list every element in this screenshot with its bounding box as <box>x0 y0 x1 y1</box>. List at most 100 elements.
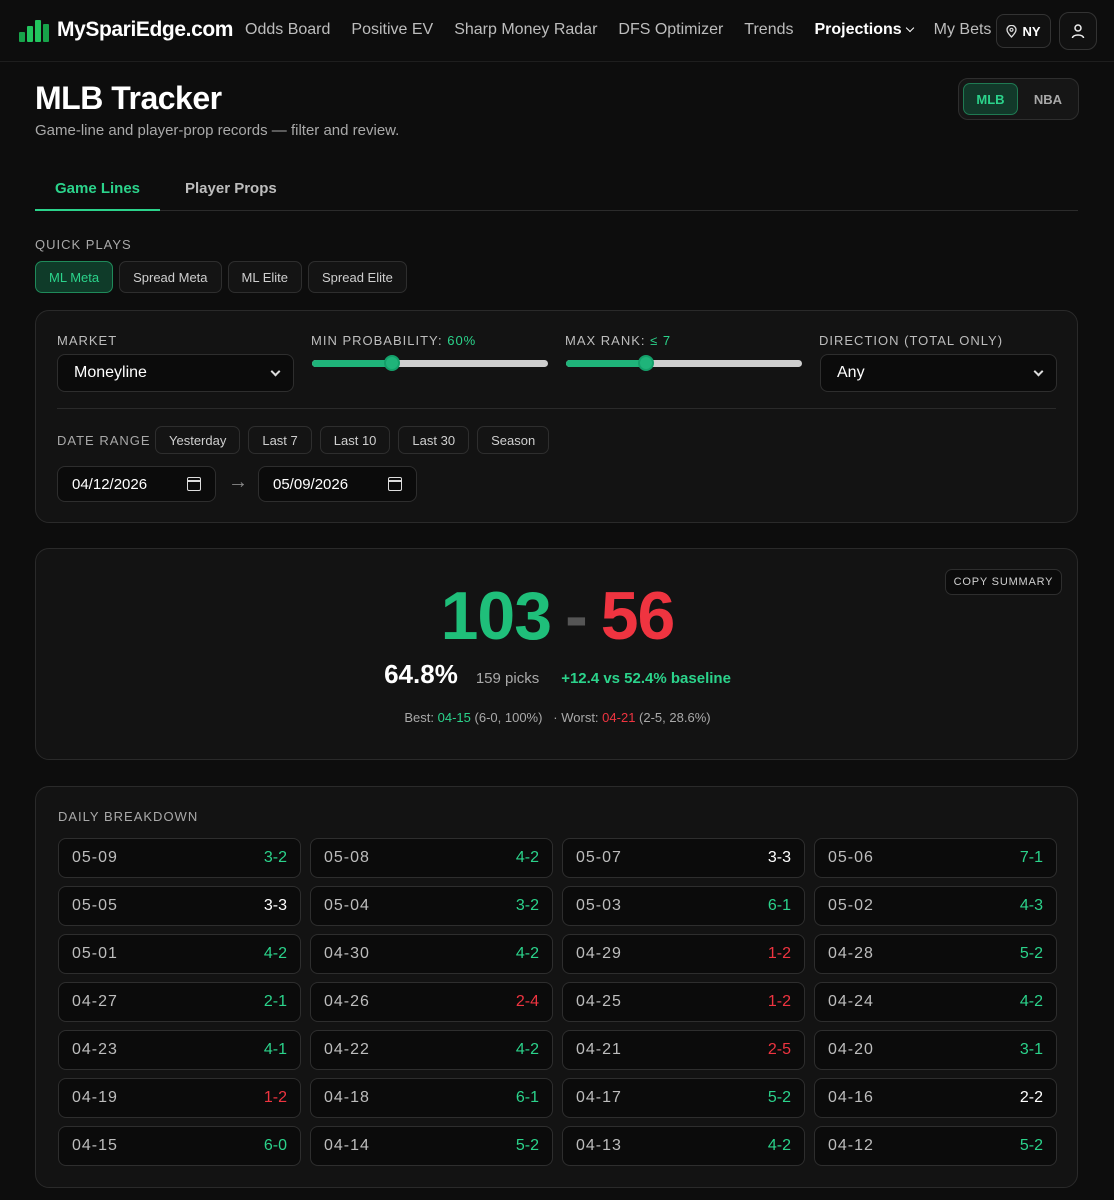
quick-play-ml-meta[interactable]: ML Meta <box>35 261 114 293</box>
nav-sharp-money-radar[interactable]: Sharp Money Radar <box>454 21 598 38</box>
direction-select[interactable]: Any <box>820 354 1057 392</box>
day-record: 5-2 <box>767 1089 791 1106</box>
nav-trends[interactable]: Trends <box>744 21 794 38</box>
max-rank-value: ≤ 7 <box>650 333 672 348</box>
quick-plays-label: QUICK PLAYS <box>35 237 132 252</box>
day-cell[interactable]: 05-03 6-1 <box>562 886 805 926</box>
day-cell[interactable]: 04-25 1-2 <box>562 982 805 1022</box>
day-date: 04-22 <box>324 1041 370 1058</box>
nav-dfs-optimizer[interactable]: DFS Optimizer <box>618 21 724 38</box>
day-cell[interactable]: 04-19 1-2 <box>58 1078 301 1118</box>
start-date-input[interactable]: 04/12/2026 <box>57 466 216 502</box>
record-separator: - <box>565 578 588 654</box>
day-date: 04-23 <box>72 1041 118 1058</box>
preset-last-7[interactable]: Last 7 <box>248 426 312 454</box>
day-record: 3-3 <box>263 897 287 914</box>
min-probability-value: 60% <box>447 333 477 348</box>
sport-mlb-button[interactable]: MLB <box>963 83 1018 115</box>
nav-odds-board[interactable]: Odds Board <box>245 21 331 38</box>
day-date: 04-15 <box>72 1137 118 1154</box>
nav-projections[interactable]: Projections <box>815 21 914 39</box>
sport-nba-button[interactable]: NBA <box>1033 91 1063 107</box>
day-record: 1-2 <box>767 945 791 962</box>
day-date: 05-03 <box>576 897 622 914</box>
day-cell[interactable]: 05-07 3-3 <box>562 838 805 878</box>
day-date: 05-07 <box>576 849 622 866</box>
min-probability-slider[interactable] <box>312 355 548 371</box>
day-cell[interactable]: 04-14 5-2 <box>310 1126 553 1166</box>
day-cell[interactable]: 04-15 6-0 <box>58 1126 301 1166</box>
day-record: 5-2 <box>1019 1137 1043 1154</box>
day-date: 04-26 <box>324 993 370 1010</box>
tab-game-lines[interactable]: Game Lines <box>35 168 160 211</box>
day-cell[interactable]: 05-09 3-2 <box>58 838 301 878</box>
day-cell[interactable]: 04-29 1-2 <box>562 934 805 974</box>
day-date: 04-13 <box>576 1137 622 1154</box>
day-date: 04-28 <box>828 945 874 962</box>
day-cell[interactable]: 05-08 4-2 <box>310 838 553 878</box>
chevron-down-icon <box>1033 366 1044 377</box>
max-rank-slider[interactable] <box>566 355 802 371</box>
day-cell[interactable]: 04-22 4-2 <box>310 1030 553 1070</box>
day-record: 3-2 <box>515 897 539 914</box>
losses-count: 56 <box>600 578 676 654</box>
preset-last-10[interactable]: Last 10 <box>319 426 391 454</box>
tab-player-props[interactable]: Player Props <box>185 180 277 197</box>
day-cell[interactable]: 05-01 4-2 <box>58 934 301 974</box>
location-button[interactable]: NY <box>996 14 1051 48</box>
copy-summary-button[interactable]: COPY SUMMARY <box>945 569 1062 595</box>
nav-my-bets[interactable]: My Bets <box>933 21 992 38</box>
market-select[interactable]: Moneyline <box>57 354 294 392</box>
preset-season[interactable]: Season <box>477 426 550 454</box>
slider-thumb[interactable] <box>384 355 401 371</box>
quick-play-ml-elite[interactable]: ML Elite <box>227 261 303 293</box>
day-cell[interactable]: 04-23 4-1 <box>58 1030 301 1070</box>
day-cell[interactable]: 04-30 4-2 <box>310 934 553 974</box>
user-button[interactable] <box>1059 12 1097 50</box>
day-cell[interactable]: 04-17 5-2 <box>562 1078 805 1118</box>
page-title: MLB Tracker <box>35 80 222 116</box>
day-record: 6-1 <box>767 897 791 914</box>
preset-yesterday[interactable]: Yesterday <box>155 426 241 454</box>
tab-bar: Game Lines Player Props <box>35 168 1078 211</box>
day-cell[interactable]: 04-28 5-2 <box>814 934 1057 974</box>
day-cell[interactable]: 04-16 2-2 <box>814 1078 1057 1118</box>
daily-grid: 05-09 3-2 05-08 4-2 05-07 3-3 05-06 7-1 05-05 3-3… <box>58 838 1057 1166</box>
day-cell[interactable]: 04-21 2-5 <box>562 1030 805 1070</box>
day-date: 04-25 <box>576 993 622 1010</box>
filter-card: MARKET Moneyline MIN PROBABILITY: 60% MA… <box>35 310 1078 523</box>
end-date-input[interactable]: 05/09/2026 <box>258 466 417 502</box>
calendar-icon[interactable] <box>187 477 201 491</box>
day-record: 6-0 <box>263 1137 287 1154</box>
quick-play-spread-elite[interactable]: Spread Elite <box>308 261 407 293</box>
daily-breakdown-label: DAILY BREAKDOWN <box>58 809 199 824</box>
market-value: Moneyline <box>74 364 147 381</box>
brand[interactable]: MySpariEdge.com <box>19 18 233 42</box>
day-cell[interactable]: 05-04 3-2 <box>310 886 553 926</box>
direction-label: DIRECTION (TOTAL ONLY) <box>819 333 1004 348</box>
day-cell[interactable]: 04-20 3-1 <box>814 1030 1057 1070</box>
day-cell[interactable]: 04-24 4-2 <box>814 982 1057 1022</box>
day-date: 05-08 <box>324 849 370 866</box>
day-cell[interactable]: 05-02 4-3 <box>814 886 1057 926</box>
slider-thumb[interactable] <box>638 355 655 371</box>
day-date: 04-21 <box>576 1041 622 1058</box>
calendar-icon[interactable] <box>388 477 402 491</box>
day-cell[interactable]: 04-12 5-2 <box>814 1126 1057 1166</box>
worst-date: 04-21 <box>602 710 636 725</box>
day-date: 04-16 <box>828 1089 874 1106</box>
nav-positive-ev[interactable]: Positive EV <box>351 21 434 38</box>
day-cell[interactable]: 04-18 6-1 <box>310 1078 553 1118</box>
day-cell[interactable]: 04-27 2-1 <box>58 982 301 1022</box>
day-cell[interactable]: 04-26 2-4 <box>310 982 553 1022</box>
preset-last-30[interactable]: Last 30 <box>398 426 470 454</box>
nav-links: Odds Board Positive EV Sharp Money Radar… <box>245 21 1012 39</box>
day-date: 05-06 <box>828 849 874 866</box>
quick-play-spread-meta[interactable]: Spread Meta <box>119 261 222 293</box>
day-record: 3-2 <box>263 849 287 866</box>
day-cell[interactable]: 05-06 7-1 <box>814 838 1057 878</box>
day-cell[interactable]: 05-05 3-3 <box>58 886 301 926</box>
day-record: 6-1 <box>515 1089 539 1106</box>
day-date: 04-12 <box>828 1137 874 1154</box>
day-cell[interactable]: 04-13 4-2 <box>562 1126 805 1166</box>
